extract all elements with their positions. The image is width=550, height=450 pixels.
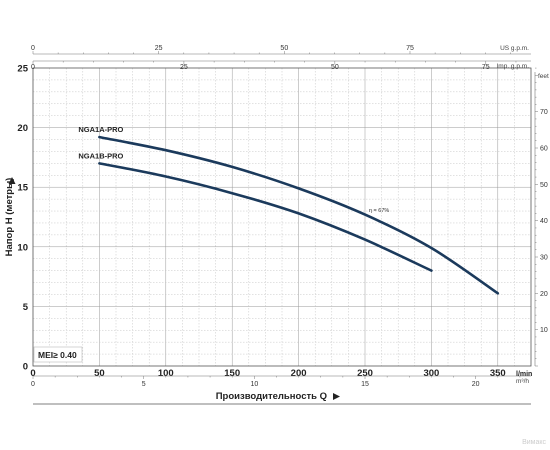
x-tick-label: 300 — [423, 368, 439, 379]
y-tick-label: 0 — [23, 362, 28, 373]
feet-tick-label: 40 — [540, 218, 548, 225]
secondary-axes: 0 25 50 75 0 25 50 75 US g.p.m. Imp. g.p.m. 0 5 10 15… — [31, 45, 549, 405]
feet-tick-label: 20 — [540, 291, 548, 298]
feet-unit: feet — [538, 73, 549, 80]
us-gpm-tick-label: 75 — [406, 45, 414, 52]
x-axis-arrow-icon — [333, 393, 340, 400]
x-tick-label: 200 — [291, 368, 307, 379]
mei-badge-box — [33, 346, 83, 363]
mei-label: MEI≥ 0.40 — [38, 350, 77, 360]
y-tick-label: 25 — [17, 64, 28, 75]
y-axis-arrow-icon — [8, 177, 16, 184]
y-tick-label: 5 — [23, 302, 29, 313]
y-tick-label: 10 — [17, 242, 28, 253]
m3h-tick-label: 10 — [250, 381, 258, 388]
efficiency-annotation: η = 67% — [369, 208, 389, 214]
watermark: Вимакс — [522, 439, 546, 446]
us-gpm-tick-label: 0 — [31, 45, 35, 52]
feet-tick-label: 10 — [540, 327, 548, 334]
x-tick-label: 100 — [158, 368, 174, 379]
x-unit-label: l/min — [516, 371, 532, 378]
x-tick-label: 50 — [94, 368, 105, 379]
x-tick-label: 250 — [357, 368, 373, 379]
m3h-tick-label: 0 — [31, 381, 35, 388]
m3h-unit: m³/h — [516, 378, 529, 385]
imp-gpm-tick-label: 50 — [331, 64, 339, 71]
x-tick-label: 350 — [490, 368, 506, 379]
imp-gpm-tick-label: 0 — [31, 64, 35, 71]
series-label-1: NGA1B-PRO — [78, 151, 123, 160]
m3h-tick-label: 5 — [142, 381, 146, 388]
feet-tick-label: 30 — [540, 255, 548, 262]
feet-tick-label: 50 — [540, 182, 548, 189]
feet-tick-label: 70 — [540, 109, 548, 116]
us-gpm-tick-label: 25 — [155, 45, 163, 52]
x-axis-title: Производительность Q — [216, 391, 327, 402]
plot-frame — [32, 67, 532, 367]
m3h-tick-label: 15 — [361, 381, 369, 388]
series-curve-0 — [98, 135, 500, 295]
us-gpm-tick-label: 50 — [280, 45, 288, 52]
y-tick-label: 20 — [17, 123, 28, 134]
x-tick-label: 150 — [224, 368, 240, 379]
m3h-tick-label: 20 — [472, 381, 480, 388]
imp-gpm-tick-label: 25 — [180, 64, 188, 71]
y-tick-label: 15 — [17, 183, 28, 194]
series-curve-1 — [98, 162, 433, 272]
x-tick-label: 0 — [30, 368, 35, 379]
us-gpm-unit: US g.p.m. — [500, 45, 529, 52]
curves: NGA1A-PRO NGA1B-PRO η = 67% — [78, 125, 500, 295]
imp-gpm-tick-label: 75 — [482, 64, 490, 71]
y-axis-title: Напор H (метры) — [4, 178, 15, 257]
grid — [33, 68, 531, 366]
series-label-0: NGA1A-PRO — [78, 125, 123, 134]
imp-gpm-unit: Imp. g.p.m. — [496, 63, 529, 70]
feet-tick-label: 60 — [540, 146, 548, 153]
